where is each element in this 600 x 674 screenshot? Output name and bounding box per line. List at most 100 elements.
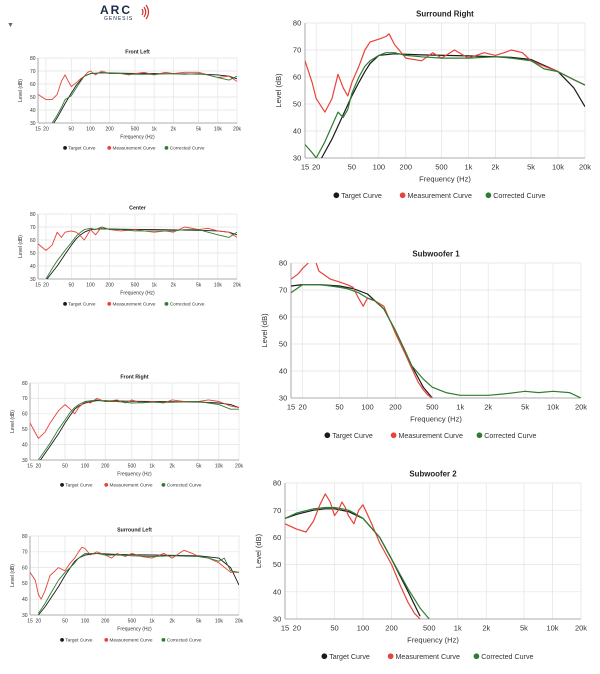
x-tick-label: 20 [43,127,49,133]
y-axis-title: Level (dB) [10,410,16,433]
x-tick-label: 50 [348,162,356,171]
legend-label: Measurement Curve [110,483,153,489]
legend-item: Target Curve [63,302,96,308]
logo-main-text: ARC [100,3,132,17]
measurement-curve-line [30,397,239,439]
y-axis-title: Level (dB) [18,235,24,258]
collapse-caret-icon[interactable]: ▼ [7,22,14,29]
plot-area [305,33,585,158]
y-tick-label: 50 [22,581,28,587]
legend-marker [107,145,112,150]
legend-label: Corrected Curve [170,302,205,308]
legend-item: Measurement Curve [104,483,153,489]
y-tick-label: 80 [30,56,36,62]
y-tick-label: 30 [22,458,28,464]
chart-title: Subwoofer 2 [409,469,457,478]
sound-wave-icon [141,4,150,20]
y-tick-label: 80 [22,381,28,387]
legend-marker [387,653,394,660]
y-tick-label: 30 [30,121,36,127]
y-axis-title: Level (dB) [10,564,16,587]
y-tick-label: 30 [22,613,28,619]
x-tick-label: 100 [373,162,386,171]
chart-center: Center 15 20 50 100 200 500 1k 2k 5k 10k 20k 30 40 50 6… [18,206,242,308]
y-tick-label: 50 [30,251,36,257]
x-tick-label: 15 [27,619,33,625]
x-tick-label: 200 [389,402,402,411]
legend-label: Target Curve [332,432,373,440]
corrected-curve-line [38,552,239,614]
legend-item: Target Curve [321,653,370,661]
legend-item: Target Curve [324,432,373,440]
x-tick-label: 5k [520,623,528,632]
legend-item: Corrected Curve [473,653,534,661]
x-tick-label: 20 [43,283,49,289]
y-tick-label: 30 [279,394,287,403]
x-tick-label: 50 [62,464,68,470]
legend-label: Target Curve [65,638,93,644]
x-tick-label: 200 [105,283,114,289]
plot-area [30,397,239,460]
y-tick-label: 80 [279,259,287,268]
y-tick-label: 60 [22,565,28,571]
legend-item: Target Curve [63,146,96,152]
legend-item: Measurement Curve [107,302,156,308]
y-tick-label: 60 [273,533,281,542]
x-tick-label: 20k [233,283,242,289]
target-curve-line [39,400,239,460]
x-axis-title: Frequency (Hz) [117,472,152,478]
x-tick-label: 500 [423,623,436,632]
chart-surround-left: Surround Left 15 20 50 100 200 500 1k 2k 5k 10k 20k… [10,528,244,644]
chart-title: Subwoofer 1 [412,249,460,258]
measurement-curve-line [291,263,433,398]
x-tick-label: 15 [35,127,41,133]
x-tick-label: 2k [171,127,177,133]
legend-item: Corrected Curve [161,638,202,644]
legend-label: Measurement Curve [113,146,156,152]
y-tick-label: 80 [30,212,36,218]
legend-marker [164,145,169,150]
legend-item: Corrected Curve [476,432,537,440]
legend-label: Corrected Curve [167,638,202,644]
legend-marker [485,192,492,199]
x-tick-label: 1k [152,127,158,133]
target-curve-line [291,283,433,398]
y-tick-label: 50 [273,560,281,569]
y-tick-label: 70 [30,225,36,231]
x-tick-label: 500 [128,464,137,470]
legend-item: Corrected Curve [164,301,205,308]
legend-marker [390,432,397,439]
chart-subwoofer-2: Subwoofer 2 15 20 50 100 200 500 1k 2k 5k 10k 20k 30… [254,469,587,661]
x-tick-label: 100 [81,464,90,470]
x-tick-label: 15 [27,464,33,470]
legend-label: Measurement Curve [396,653,460,661]
y-tick-label: 50 [279,340,287,349]
y-tick-label: 80 [22,534,28,540]
legend-label: Measurement Curve [408,192,472,200]
x-tick-label: 20k [233,127,242,133]
legend-label: Target Curve [341,192,382,200]
legend-marker [164,301,169,306]
x-tick-label: 15 [287,402,295,411]
legend-marker [476,432,483,439]
y-tick-label: 60 [293,73,301,82]
legend-marker [60,637,64,642]
chart-title: Surround Right [416,9,474,18]
x-tick-label: 5k [521,402,529,411]
x-tick-label: 5k [196,464,202,470]
x-tick-label: 50 [335,402,343,411]
y-tick-label: 30 [293,154,301,163]
x-tick-label: 1k [464,162,472,171]
chart-subwoofer-1: Subwoofer 1 15 20 50 100 200 500 1k 2k 5k 10k 20k 30… [260,249,587,440]
plot-area [285,493,430,619]
legend-label: Target Curve [68,302,96,308]
corrected-curve-line [285,506,430,619]
y-tick-label: 50 [22,427,28,433]
y-tick-label: 40 [293,127,301,136]
x-tick-label: 20 [36,619,42,625]
measurement-curve-line [305,33,585,113]
logo-sub-text: GENESIS [104,16,134,22]
plot-area [38,70,237,123]
x-tick-label: 50 [69,127,75,133]
x-axis-title: Frequency (Hz) [419,174,471,183]
